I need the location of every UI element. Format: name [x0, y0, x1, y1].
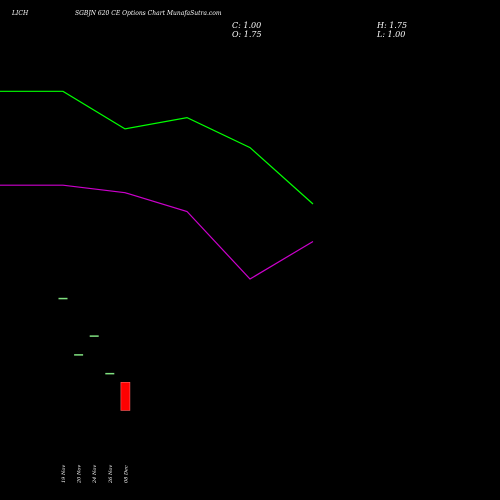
x-tick-label: 26 Nov	[108, 465, 114, 484]
series-line-magenta	[0, 184, 314, 280]
high-value: H: 1.75	[377, 21, 408, 30]
series-line-green	[0, 90, 314, 205]
close-value: C: 1.00	[232, 21, 262, 30]
candle-1	[74, 354, 84, 356]
x-tick-label: 24 Nov	[92, 465, 98, 484]
x-tick-label: 08 Dec	[123, 465, 129, 483]
symbol-label: LICH	[12, 10, 29, 17]
candle-0	[58, 297, 68, 300]
candle-2	[89, 335, 99, 337]
low-value: L: 1.00	[377, 30, 406, 39]
candle-4	[120, 381, 131, 411]
candle-3	[105, 372, 115, 375]
x-tick-label: 20 Nov	[77, 465, 83, 484]
open-value: O: 1.75	[232, 30, 262, 39]
chart-title: SGBJN 620 CE Options Chart MunafaSutra.c…	[75, 10, 222, 17]
x-tick-label: 19 Nov	[61, 465, 67, 483]
